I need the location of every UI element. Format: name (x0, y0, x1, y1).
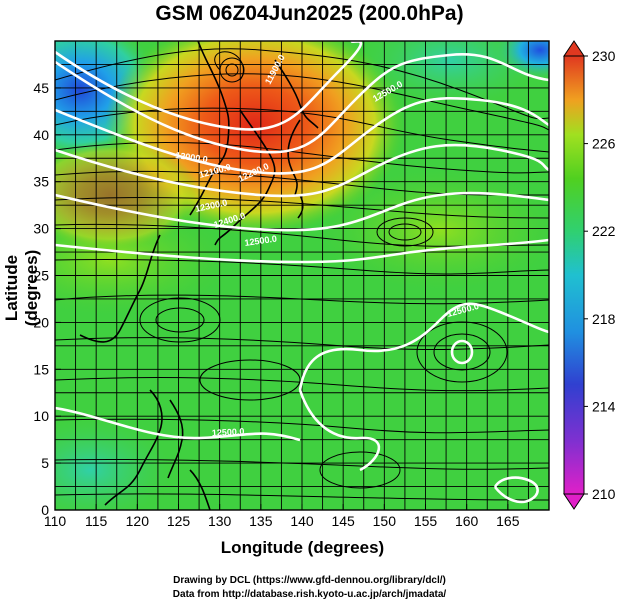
y-tick-label: 15 (33, 361, 49, 377)
streamlines (55, 48, 549, 501)
colorbar-tick-label: 218 (592, 311, 616, 327)
colorbar-tick-label: 230 (592, 48, 616, 64)
x-tick-label: 130 (208, 513, 232, 529)
y-tick-label: 35 (33, 174, 49, 190)
chart-title: GSM 06Z04Jun2025 (200.0hPa) (155, 2, 464, 25)
y-axis-label: Latitude (degrees) (2, 249, 41, 327)
contour-label: 12500.0 (244, 234, 278, 248)
height-contours (55, 41, 549, 504)
y-tick-label: 5 (41, 455, 49, 471)
grid-lines (55, 41, 549, 510)
x-tick-label: 160 (455, 513, 479, 529)
colorbar-max-arrow (563, 40, 585, 57)
x-tick-label: 110 (44, 513, 67, 529)
y-tick-label: 25 (33, 268, 49, 284)
y-tick-label: 40 (33, 127, 49, 143)
y-tick-label: 10 (33, 408, 49, 424)
x-axis-ticks: 110 115 120 125 130 135 140 145 150 155 160 165 (44, 504, 520, 529)
colorbar-tick-label: 210 (592, 486, 616, 502)
y-axis-ticks: 0 5 10 15 20 25 30 35 40 45 (33, 80, 61, 518)
x-tick-label: 140 (290, 513, 314, 529)
colorbar: 210 214 218 222 226 230 (563, 40, 616, 510)
x-tick-label: 125 (167, 513, 191, 529)
x-tick-label: 145 (331, 513, 355, 529)
y-tick-label: 30 (33, 221, 49, 237)
temperature-field (55, 41, 549, 510)
credit-data-source: Data from http://database.rish.kyoto-u.a… (172, 589, 447, 600)
contour-label: 12000.0 (175, 150, 209, 164)
credit-dcl: Drawing by DCL (https://www.gfd-dennou.o… (173, 575, 446, 586)
colorbar-tick-label: 222 (592, 223, 616, 239)
x-tick-label: 150 (373, 513, 397, 529)
x-tick-label: 120 (126, 513, 150, 529)
coastlines (79, 41, 319, 510)
x-tick-label: 135 (249, 513, 273, 529)
colorbar-tick-label: 214 (592, 398, 616, 414)
colorbar-min-arrow (563, 493, 585, 510)
x-tick-label: 115 (85, 513, 108, 529)
x-tick-label: 155 (414, 513, 438, 529)
x-axis-label: Longitude (degrees) (220, 538, 385, 557)
x-tick-label: 165 (496, 513, 520, 529)
colorbar-scale (563, 55, 585, 495)
y-tick-label: 45 (33, 80, 49, 96)
y-tick-label: 20 (33, 314, 49, 330)
contour-label: 12500.0 (212, 426, 245, 438)
y-tick-label: 0 (41, 502, 49, 518)
colorbar-tick-label: 226 (592, 136, 616, 152)
